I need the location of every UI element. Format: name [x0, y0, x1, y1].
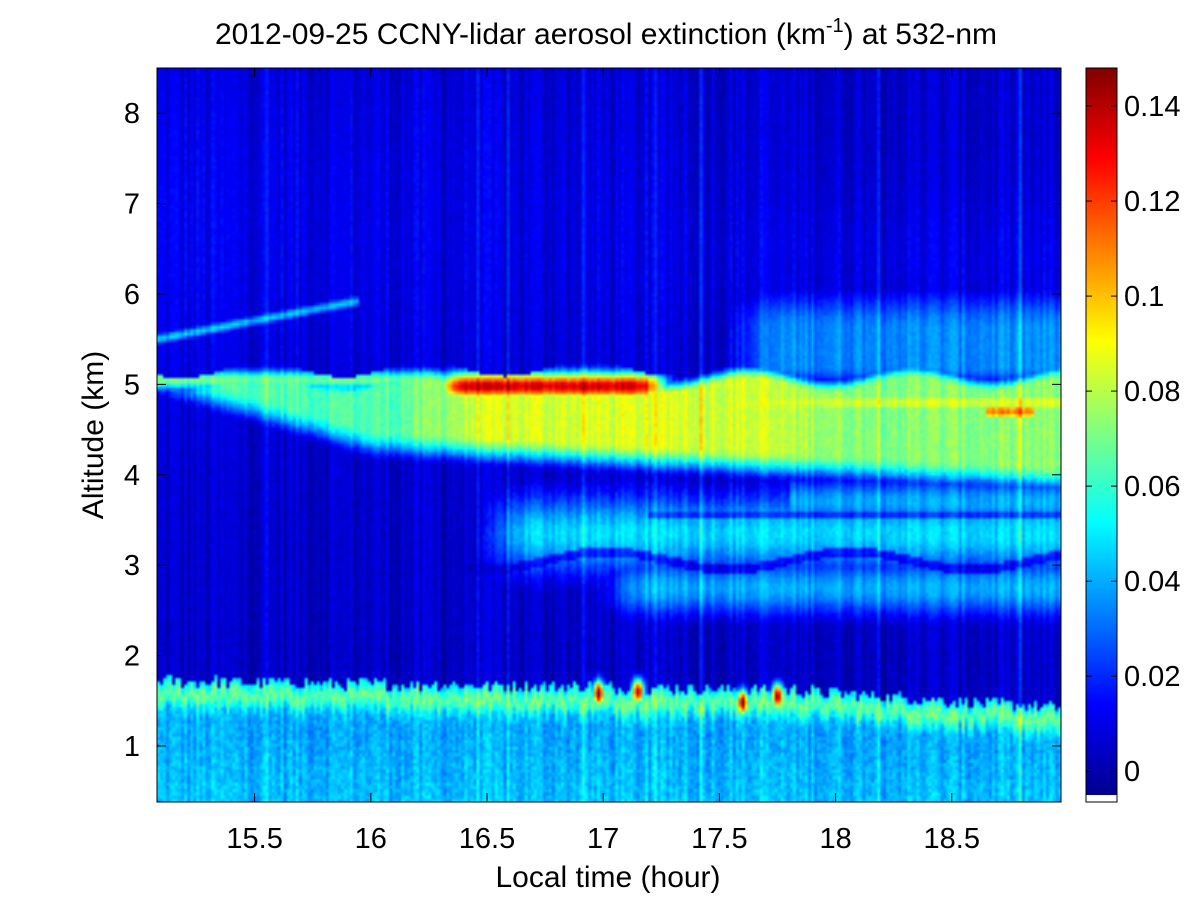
colorbar-tick-label: 0.14 [1124, 91, 1180, 123]
y-tick-label: 7 [124, 189, 140, 221]
colorbar-tick-label: 0.06 [1124, 471, 1180, 503]
colorbar-tick-label: 0 [1124, 756, 1140, 788]
colorbar-tick-label: 0.04 [1124, 566, 1180, 598]
y-tick-label: 2 [124, 641, 140, 673]
y-tick-label: 4 [124, 460, 140, 492]
x-tick-label: 15.5 [226, 823, 282, 855]
heatmap-plot [157, 68, 1061, 802]
x-tick-label: 18.5 [924, 823, 980, 855]
y-axis-ticks: 1 2 3 4 5 6 7 8 [124, 98, 1061, 763]
y-tick-label: 5 [124, 369, 140, 401]
colorbar-frame [1085, 67, 1118, 803]
x-tick-label: 17.5 [691, 823, 747, 855]
colorbar-tick-label: 0.1 [1124, 281, 1164, 313]
colorbar-ticks: 0 0.02 0.04 0.06 0.08 0.1 0.12 0.14 [1086, 91, 1180, 788]
x-tick-label: 16.5 [459, 823, 515, 855]
x-tick-label: 18 [819, 823, 851, 855]
colorbar-out-of-range-cap [1086, 795, 1117, 802]
colorbar-tick-label: 0.02 [1124, 661, 1180, 693]
y-tick-label: 3 [124, 550, 140, 582]
y-tick-label: 6 [124, 279, 140, 311]
plot-frame [156, 67, 1062, 803]
x-axis-label: Local time (hour) [495, 861, 720, 894]
x-tick-label: 17 [587, 823, 619, 855]
x-tick-label: 16 [355, 823, 387, 855]
colorbar-tick-label: 0.12 [1124, 186, 1180, 218]
y-axis-label: Altitude (km) [77, 351, 110, 519]
extinction-heatmap-image [157, 68, 1061, 802]
y-tick-label: 1 [124, 731, 140, 763]
colorbar [1086, 68, 1117, 795]
x-axis-ticks: 15.5 16 16.5 17 17.5 18 18.5 [226, 68, 980, 855]
colorbar-tick-label: 0.08 [1124, 376, 1180, 408]
y-tick-label: 8 [124, 98, 140, 130]
chart-title: 2012-09-25 CCNY-lidar aerosol extinction… [215, 15, 997, 51]
